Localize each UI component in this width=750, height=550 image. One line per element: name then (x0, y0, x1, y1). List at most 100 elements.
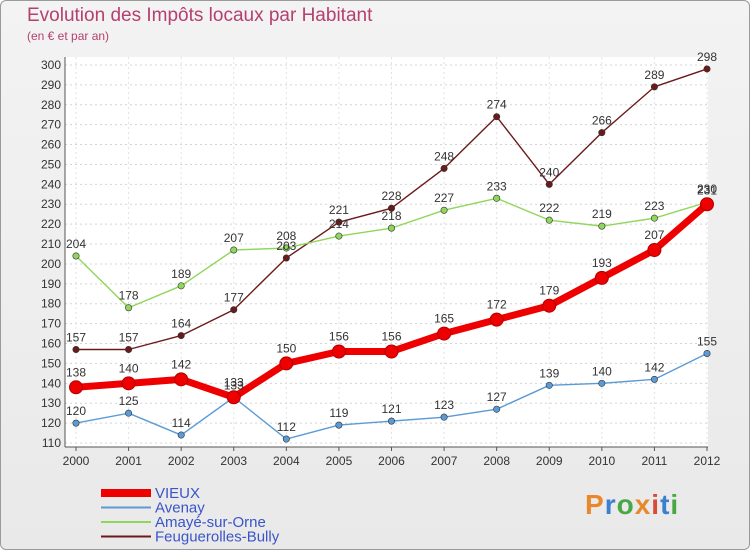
data-point (440, 164, 448, 172)
logo-letter: P (585, 489, 605, 520)
data-label: 207 (224, 231, 244, 245)
data-point (125, 304, 133, 312)
data-point (700, 197, 714, 212)
data-point (331, 344, 346, 359)
data-label: 231 (697, 183, 717, 197)
data-label: 140 (119, 361, 139, 375)
legend-label-1: Avenay (155, 500, 205, 517)
data-point (282, 244, 290, 252)
data-point (598, 379, 606, 387)
y-tick-label: 200 (41, 257, 61, 271)
data-point (650, 375, 658, 383)
data-label: 289 (644, 68, 664, 82)
data-point (177, 282, 185, 290)
data-label: 221 (329, 203, 349, 217)
logo-letter: r (604, 489, 617, 520)
data-labels: 157 157 164 177 203 221 228 248 274 240 266 289 298 2… (66, 50, 717, 434)
data-label: 155 (697, 334, 717, 348)
y-tick-label: 180 (41, 297, 61, 311)
data-label: 133 (224, 378, 244, 392)
y-tick-label: 240 (41, 177, 61, 191)
data-label: 207 (644, 228, 664, 242)
y-tick-label: 280 (41, 98, 61, 112)
x-tick-label: 2011 (642, 454, 668, 468)
y-tick-label: 220 (41, 217, 61, 231)
data-point (282, 254, 290, 262)
chart-subtitle: (en € et par an) (27, 29, 110, 43)
logo-letter: i (670, 489, 680, 520)
data-label: 218 (381, 209, 401, 223)
data-label: 121 (381, 402, 401, 416)
data-point (545, 180, 553, 188)
data-point (174, 372, 189, 387)
data-point (387, 417, 395, 425)
data-label: 125 (119, 394, 139, 408)
data-point (493, 405, 501, 413)
data-label: 112 (277, 420, 296, 434)
logo-letter: o (616, 489, 635, 520)
data-label: 177 (224, 291, 244, 305)
data-point (545, 216, 553, 224)
y-tick-label: 190 (41, 277, 61, 291)
data-point (177, 431, 185, 439)
data-point (72, 419, 80, 427)
data-point (230, 246, 238, 254)
data-point (226, 390, 241, 405)
x-tick-label: 2005 (326, 454, 353, 468)
x-tick-label: 2004 (273, 454, 300, 468)
data-point (121, 376, 136, 391)
data-point (335, 232, 343, 240)
data-point (650, 214, 658, 222)
chart-title: Evolution des Impôts locaux par Habitant (27, 5, 373, 26)
data-point (69, 380, 83, 395)
data-label: 172 (487, 298, 507, 312)
data-label: 240 (539, 165, 559, 179)
data-point (594, 270, 609, 285)
data-label: 165 (434, 312, 454, 326)
data-label: 248 (434, 149, 454, 163)
y-tick-label: 170 (41, 317, 61, 331)
x-tick-label: 2012 (694, 454, 721, 468)
data-point (493, 113, 501, 121)
data-point (440, 413, 448, 421)
data-label: 204 (66, 237, 86, 251)
data-label: 214 (329, 217, 349, 231)
data-label: 140 (592, 364, 612, 378)
x-tick-label: 2006 (378, 454, 405, 468)
x-tick-label: 2001 (115, 454, 142, 468)
data-label: 150 (276, 341, 296, 355)
y-tick-label: 260 (41, 138, 61, 152)
data-label: 139 (539, 366, 559, 380)
data-point (177, 332, 185, 340)
legend-label-0: VIEUX (155, 485, 200, 502)
logo-letter: i (651, 489, 661, 520)
y-tick-label: 210 (41, 237, 61, 251)
data-label: 219 (592, 207, 612, 221)
data-point (230, 306, 238, 314)
y-tick-label: 130 (41, 396, 61, 410)
data-label: 138 (66, 365, 86, 379)
data-point (125, 345, 133, 353)
proxiti-logo: Proxiti (585, 489, 679, 521)
data-point (493, 194, 501, 202)
y-tick-label: 250 (41, 157, 61, 171)
data-point (72, 252, 80, 260)
data-point (647, 243, 662, 258)
x-tick-label: 2002 (168, 454, 195, 468)
data-label: 223 (644, 199, 664, 213)
data-point (489, 312, 504, 327)
x-tick-label: 2007 (431, 454, 458, 468)
data-label: 222 (539, 201, 559, 215)
legend: VIEUXAvenayAmayé-sur-OrneFeuguerolles-Bu… (101, 485, 280, 546)
data-point (335, 421, 343, 429)
data-point (650, 83, 658, 91)
y-tick-label: 270 (41, 118, 61, 132)
x-tick-label: 2008 (483, 454, 510, 468)
data-label: 114 (172, 416, 191, 430)
y-tick-label: 120 (41, 416, 61, 430)
legend-label-3: Feuguerolles-Bully (155, 529, 280, 546)
data-label: 157 (119, 331, 139, 345)
data-label: 123 (434, 398, 454, 412)
